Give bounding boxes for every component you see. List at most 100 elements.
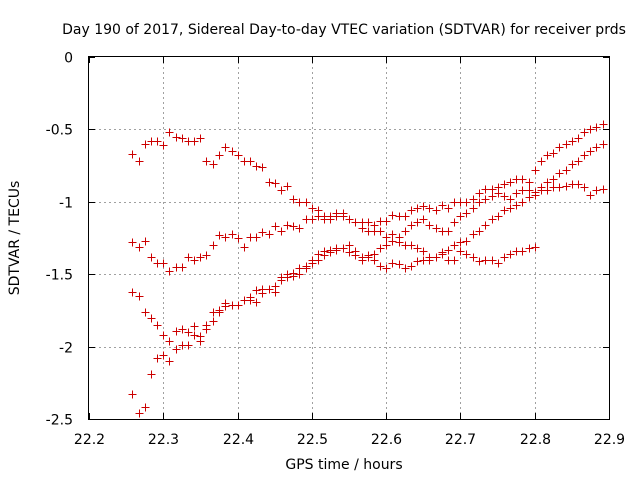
series-track-d [128,180,608,418]
data-point [444,204,453,213]
data-point [407,262,416,271]
data-point [382,264,391,273]
data-point [295,224,304,233]
data-point [135,157,144,166]
data-point [128,390,137,399]
plot-frame [88,56,610,420]
data-point [388,211,397,220]
data-points [128,120,608,418]
data-point [518,198,527,207]
data-point [488,256,497,265]
data-point [339,212,348,221]
data-point [481,185,490,194]
data-point [215,151,224,160]
data-point [258,163,267,172]
data-point [258,228,267,237]
data-point [289,272,298,281]
data-point [388,259,397,268]
data-point [172,133,181,142]
data-point [456,212,465,221]
data-point [289,222,298,231]
data-point [543,186,552,195]
data-point [234,151,243,160]
data-point [432,224,441,233]
data-point [462,198,471,207]
data-point [494,189,503,198]
data-point [481,221,490,230]
data-point [283,182,292,191]
data-point [580,128,589,137]
data-point [462,237,471,246]
data-point [246,157,255,166]
data-point [339,244,348,253]
data-point [555,143,564,152]
data-point [332,244,341,253]
data-point [147,253,156,262]
data-point [469,230,478,239]
data-point [196,134,205,143]
data-point [128,238,137,247]
data-point [525,186,534,195]
data-point [351,251,360,260]
data-point [351,218,360,227]
data-point [221,143,230,152]
data-point [586,125,595,134]
data-point [326,212,335,221]
y-axis-title: SDTVAR / TECUs [7,181,23,296]
data-point [537,157,546,166]
data-point [178,325,187,334]
data-point [506,195,515,204]
data-point [407,241,416,250]
series-track-a [128,128,540,268]
data-point [228,147,237,156]
x-tick-label: 22.4 [223,432,254,448]
data-point [178,134,187,143]
data-point [419,215,428,224]
data-point [265,285,274,294]
data-point [512,189,521,198]
data-point [555,183,564,192]
data-point [221,302,230,311]
data-point [209,317,218,326]
data-point [481,256,490,265]
data-point [165,357,174,366]
data-point [494,259,503,268]
data-point [289,195,298,204]
data-point [252,298,261,307]
y-tick-label: 0 [64,51,73,67]
data-point [506,250,515,259]
data-point [462,250,471,259]
series-track-c [128,140,608,346]
data-point [165,128,174,137]
data-point [562,166,571,175]
data-point [128,150,137,159]
data-point [271,222,280,231]
data-point [562,140,571,149]
data-point [413,244,422,253]
data-point [283,270,292,279]
data-point [184,253,193,262]
data-point [141,308,150,317]
data-point [586,147,595,156]
data-point [190,331,199,340]
data-point [599,185,608,194]
data-point [500,180,509,189]
data-point [265,178,274,187]
data-point [419,202,428,211]
data-point [506,204,515,213]
data-point [234,234,243,243]
data-point [444,246,453,255]
data-point [425,221,434,230]
data-point [469,195,478,204]
data-point [469,253,478,262]
y-tick-label: -1.5 [46,268,73,284]
data-point [345,241,354,250]
data-point [252,233,261,242]
y-tick-label: -1 [59,196,73,212]
data-point [358,253,367,262]
data-point [135,409,144,418]
data-point [432,206,441,215]
data-point [165,337,174,346]
data-point [456,247,465,256]
